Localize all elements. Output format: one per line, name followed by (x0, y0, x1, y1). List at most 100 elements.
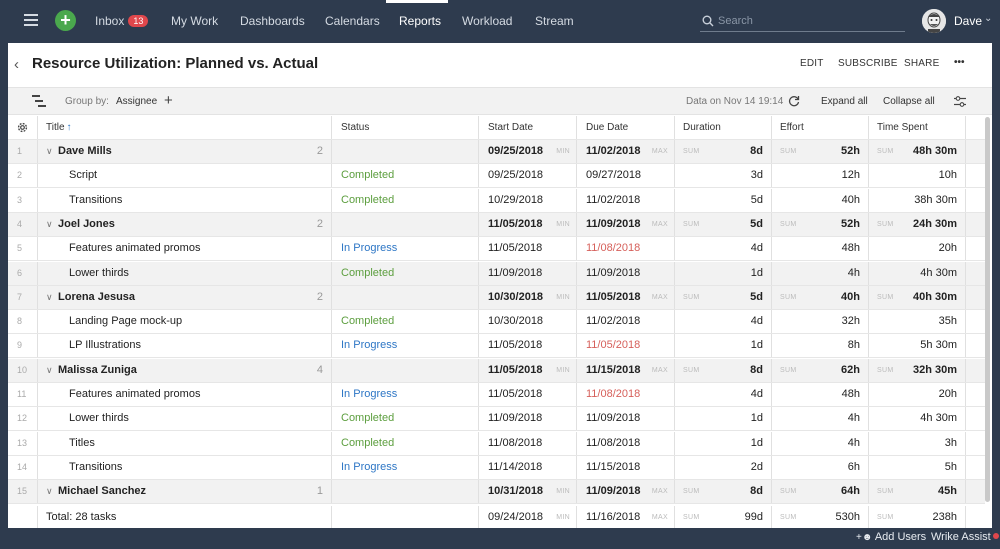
search-box[interactable] (700, 12, 905, 32)
effort-cell[interactable]: SUM 52h (772, 212, 869, 236)
start-date-cell[interactable]: 10/30/2018 (479, 310, 577, 334)
status-cell[interactable] (332, 480, 479, 504)
more-options-icon[interactable]: ••• (954, 57, 965, 68)
table-row[interactable]: 8 Landing Page mock-up Completed 10/30/2018… (8, 310, 992, 335)
duration-cell[interactable]: 3d (675, 164, 772, 188)
group-row[interactable]: 10 ∨ Malissa Zuniga 4 11/05/2018 MIN 11/15/201… (8, 358, 992, 383)
duration-cell[interactable]: 4d (675, 237, 772, 261)
settings-sliders-icon[interactable] (954, 96, 966, 107)
group-row[interactable]: 7 ∨ Lorena Jesusa 2 10/30/2018 MIN 11/05/2018 M… (8, 285, 992, 310)
start-date-cell[interactable]: 11/09/2018 (479, 261, 577, 285)
avatar[interactable] (922, 9, 946, 33)
effort-cell[interactable]: 32h (772, 310, 869, 334)
add-users-button[interactable]: +☻ Add Users (856, 531, 926, 543)
duration-cell[interactable]: 1d (675, 407, 772, 431)
column-header-due-date[interactable]: Due Date (577, 116, 675, 139)
gear-icon[interactable] (17, 122, 28, 133)
column-settings-cell[interactable] (8, 116, 38, 139)
time-spent-cell[interactable]: 20h (869, 383, 966, 406)
table-row[interactable]: 13 Titles Completed 11/08/2018 11/08/2018 1d 4… (8, 431, 992, 456)
effort-cell[interactable]: SUM 40h (772, 285, 869, 309)
nav-calendars[interactable]: Calendars (325, 14, 380, 28)
time-spent-cell[interactable]: SUM 48h 30m (869, 140, 966, 163)
duration-cell[interactable]: 4d (675, 383, 772, 406)
duration-cell[interactable]: SUM 5d (675, 285, 772, 309)
column-header-effort[interactable]: Effort (772, 116, 869, 139)
effort-cell[interactable]: SUM 52h (772, 140, 869, 163)
task-title-cell[interactable]: Transitions (38, 188, 332, 212)
due-date-cell[interactable]: 11/02/2018 MAX (577, 140, 675, 163)
due-date-cell[interactable]: 11/08/2018 (577, 383, 675, 406)
duration-cell[interactable]: 1d (675, 261, 772, 285)
status-cell[interactable] (332, 212, 479, 236)
effort-cell[interactable]: 6h (772, 455, 869, 479)
table-row[interactable]: 3 Transitions Completed 10/29/2018 11/02/201… (8, 188, 992, 213)
column-header-title[interactable]: Title ↑ (38, 116, 332, 139)
task-title-cell[interactable]: Script (38, 164, 332, 188)
due-date-cell[interactable]: 11/15/2018 MAX (577, 358, 675, 382)
start-date-cell[interactable]: 11/14/2018 (479, 455, 577, 479)
effort-cell[interactable]: 4h (772, 407, 869, 431)
table-row[interactable]: 14 Transitions In Progress 11/14/2018 11/15/… (8, 455, 992, 480)
status-cell[interactable]: In Progress (332, 334, 479, 358)
start-date-cell[interactable]: 11/05/2018 (479, 237, 577, 261)
column-header-start-date[interactable]: Start Date (479, 116, 577, 139)
task-title-cell[interactable]: LP Illustrations (38, 334, 332, 358)
chevron-down-icon[interactable]: ∨ (46, 486, 53, 497)
nav-my-work[interactable]: My Work (171, 14, 219, 28)
due-date-cell[interactable]: 11/08/2018 (577, 237, 675, 261)
status-cell[interactable]: Completed (332, 310, 479, 334)
nav-workload[interactable]: Workload (462, 14, 513, 28)
effort-cell[interactable]: 4h (772, 261, 869, 285)
assignee-cell[interactable]: ∨ Malissa Zuniga 4 (38, 358, 332, 382)
task-title-cell[interactable]: Titles (38, 431, 332, 455)
start-date-cell[interactable]: 09/25/2018 (479, 164, 577, 188)
chevron-down-icon[interactable]: ∨ (46, 146, 53, 156)
start-date-cell[interactable]: 11/09/2018 (479, 407, 577, 431)
time-spent-cell[interactable]: 20h (869, 237, 966, 261)
column-header-status[interactable]: Status (332, 116, 479, 139)
task-title-cell[interactable]: Landing Page mock-up (38, 310, 332, 334)
duration-cell[interactable]: SUM 5d (675, 212, 772, 236)
start-date-cell[interactable]: 10/29/2018 (479, 188, 577, 212)
table-row[interactable]: 11 Features animated promos In Progress 11/… (8, 383, 992, 407)
start-date-cell[interactable]: 10/30/2018 MIN (479, 285, 577, 309)
status-cell[interactable]: Completed (332, 164, 479, 188)
chevron-down-icon[interactable]: ∨ (46, 364, 53, 375)
duration-cell[interactable]: 2d (675, 455, 772, 479)
back-arrow-icon[interactable]: ‹ (14, 56, 19, 73)
hierarchy-icon[interactable] (32, 95, 46, 107)
effort-cell[interactable]: 48h (772, 237, 869, 261)
group-row[interactable]: 4 ∨ Joel Jones 2 11/05/2018 MIN 11/09/2018 MAX S… (8, 212, 992, 237)
task-title-cell[interactable]: Lower thirds (38, 261, 332, 285)
chevron-down-icon[interactable]: ∨ (46, 291, 53, 302)
due-date-cell[interactable]: 11/05/2018 MAX (577, 285, 675, 309)
create-new-button[interactable]: + (55, 10, 76, 31)
time-spent-cell[interactable]: 10h (869, 164, 966, 188)
start-date-cell[interactable]: 09/25/2018 MIN (479, 140, 577, 163)
group-row[interactable]: 1 ∨ Dave Mills 2 09/25/2018 MIN 11/02/2018 MAX S… (8, 140, 992, 164)
start-date-cell[interactable]: 11/05/2018 (479, 334, 577, 358)
status-cell[interactable]: In Progress (332, 237, 479, 261)
task-title-cell[interactable]: Features animated promos (38, 383, 332, 406)
menu-icon[interactable] (24, 14, 38, 26)
subscribe-button[interactable]: SUBSCRIBE (838, 58, 898, 69)
time-spent-cell[interactable]: 4h 30m (869, 407, 966, 431)
duration-cell[interactable]: 5d (675, 188, 772, 212)
wrike-assist-button[interactable]: Wrike Assist (931, 531, 999, 543)
refresh-icon[interactable] (788, 95, 800, 107)
status-cell[interactable]: Completed (332, 407, 479, 431)
due-date-cell[interactable]: 11/09/2018 (577, 407, 675, 431)
duration-cell[interactable]: SUM 8d (675, 358, 772, 382)
time-spent-cell[interactable]: 4h 30m (869, 261, 966, 285)
task-title-cell[interactable]: Transitions (38, 455, 332, 479)
time-spent-cell[interactable]: 5h (869, 455, 966, 479)
start-date-cell[interactable]: 10/31/2018 MIN (479, 480, 577, 504)
effort-cell[interactable]: SUM 64h (772, 480, 869, 504)
group-by-value[interactable]: Assignee (116, 96, 158, 107)
time-spent-cell[interactable]: 5h 30m (869, 334, 966, 358)
nav-stream[interactable]: Stream (535, 14, 574, 28)
due-date-cell[interactable]: 11/09/2018 (577, 261, 675, 285)
column-header-time-spent[interactable]: Time Spent (869, 116, 966, 139)
time-spent-cell[interactable]: 38h 30m (869, 188, 966, 212)
